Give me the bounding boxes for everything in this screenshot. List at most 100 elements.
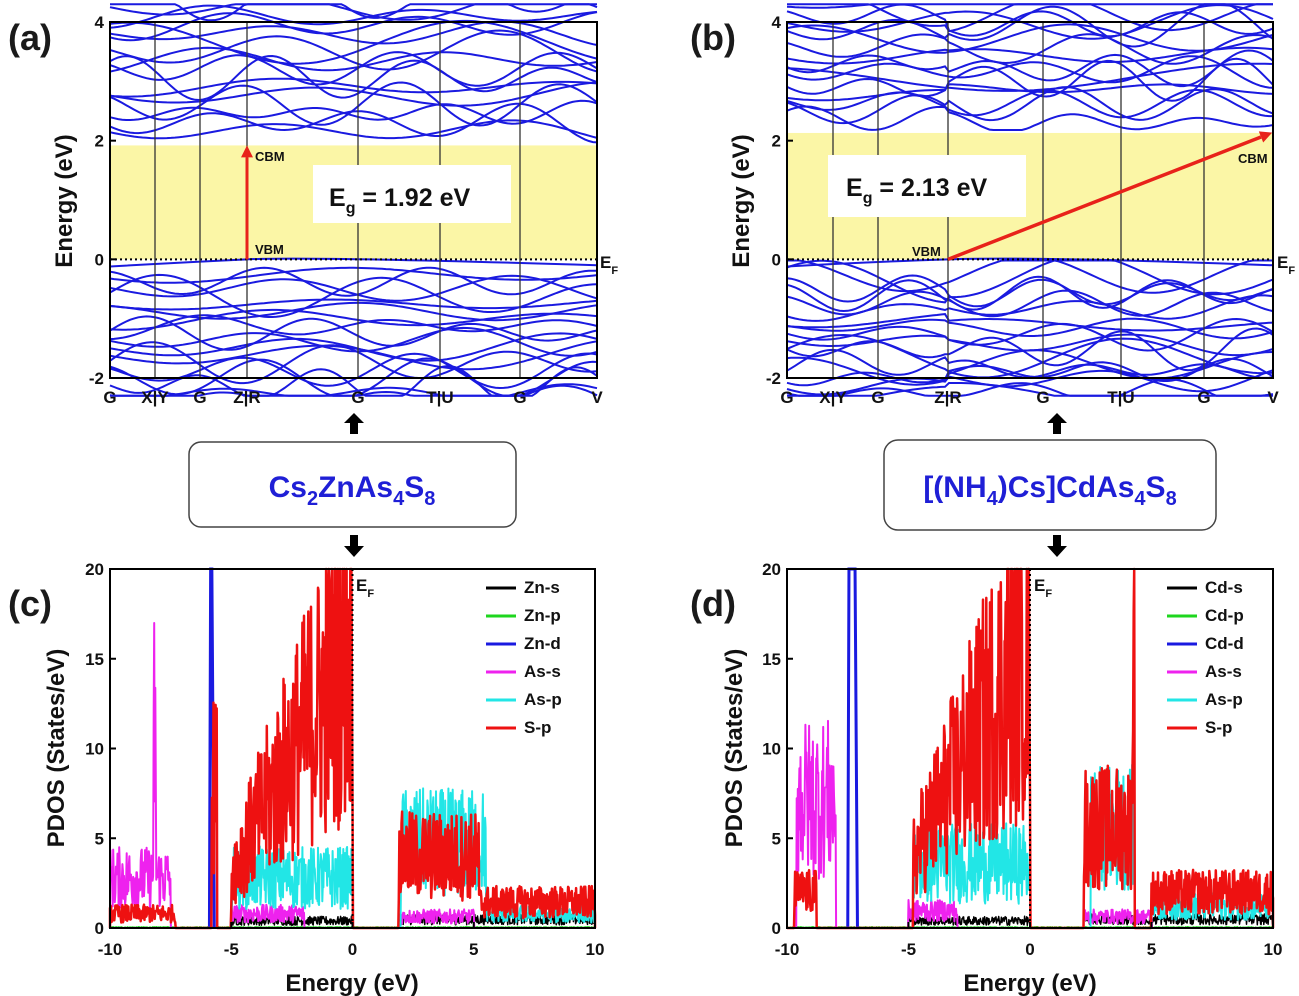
band-line <box>786 317 1274 340</box>
gap-symbol-sub-b: g <box>863 190 873 207</box>
up-arrow-b <box>1047 413 1067 434</box>
band-line <box>786 378 1273 397</box>
x-tick-label: -10 <box>98 940 123 959</box>
band-line <box>109 4 598 29</box>
legend-c: Zn-s Zn-p Zn-d As-s As-p S-p <box>486 578 562 737</box>
legend-label: As-s <box>524 662 561 681</box>
gap-value-box-b <box>828 155 1026 217</box>
fermi-label-d: EF <box>1034 576 1052 600</box>
cbm-label-a: CBM <box>255 149 285 164</box>
legend-label: S-p <box>524 718 551 737</box>
gap-arrow-head-a <box>241 145 253 158</box>
fermi-sub-d: F <box>1045 588 1052 600</box>
compound-box-b <box>883 439 1217 531</box>
legend-label: As-p <box>524 690 562 709</box>
y-tick-label: 5 <box>95 829 104 848</box>
band-line <box>786 333 1274 379</box>
y-tick-label: 0 <box>772 919 781 938</box>
x-tick-label: -5 <box>224 940 239 959</box>
legend-label: Cd-d <box>1205 634 1244 653</box>
band-line <box>109 352 598 390</box>
gap-value-a: Eg = 1.92 eV <box>329 184 470 217</box>
k-point-label: T|U <box>1107 388 1134 407</box>
x-tick-label: 5 <box>469 940 478 959</box>
y-tick-label: 10 <box>762 740 781 759</box>
band-line <box>109 99 598 125</box>
y-tick-label: 0 <box>95 919 104 938</box>
band-line <box>109 298 598 311</box>
y-tick-label: 15 <box>85 650 104 669</box>
band-line <box>786 23 1274 54</box>
y-ticks-b: -2 0 2 4 <box>766 13 793 388</box>
vbm-band <box>109 257 598 268</box>
band-line <box>109 274 598 302</box>
k-point-label: G <box>513 388 526 407</box>
gap-value-b: Eg = 2.13 eV <box>846 174 987 207</box>
k-point-label: X|Y <box>819 388 847 407</box>
fermi-label-b: EF <box>1277 253 1295 277</box>
x-tick-label: 10 <box>1264 940 1283 959</box>
axes-ticks-c: 0 5 10 15 20 -10 -5 0 5 10 <box>85 560 604 959</box>
y-tick-label: 0 <box>772 250 781 269</box>
k-point-label: X|Y <box>141 388 169 407</box>
formula-part: 8 <box>1166 488 1177 510</box>
k-point-label: V <box>1267 388 1279 407</box>
k-point-label: G <box>103 388 116 407</box>
k-point-label: Z|R <box>233 388 260 407</box>
legend-label: S-p <box>1205 718 1232 737</box>
fermi-label-c: EF <box>356 576 374 600</box>
y-axis-title-c: PDOS (States/eV) <box>43 649 70 848</box>
fermi-sub-a: F <box>611 265 618 277</box>
compound-a-group: Cs2ZnAs4S8 <box>188 413 517 557</box>
legend-label: As-s <box>1205 662 1242 681</box>
band-lines-b <box>786 3 1274 397</box>
y-tick-label: 5 <box>772 829 781 848</box>
legend-label: Zn-p <box>524 606 561 625</box>
band-line <box>786 3 1273 9</box>
fermi-symbol-a: E <box>600 253 611 272</box>
band-line <box>787 382 1274 397</box>
y-tick-label: 15 <box>762 650 781 669</box>
pdos-panel-c: (c) 0 5 10 15 20 -10 -5 0 5 10 Energy (eV) PDOS (… <box>8 560 604 996</box>
y-tick-label: -2 <box>766 369 781 388</box>
band-line <box>109 102 598 144</box>
band-line <box>109 315 598 351</box>
k-point-label: G <box>351 388 364 407</box>
y-ticks-a: -2 0 2 4 <box>89 13 116 388</box>
band-line <box>109 19 598 65</box>
x-tick-label: 0 <box>1025 940 1034 959</box>
band-line <box>786 357 1274 387</box>
band-line <box>109 29 598 73</box>
band-line <box>786 88 1273 119</box>
band-structure-panel-a: (a) -2 0 2 4 G X|Y G Z|R G T|U G V Energy (eV) CBM… <box>8 3 618 407</box>
x-tick-label: 10 <box>586 940 605 959</box>
band-line <box>786 333 1274 357</box>
y-tick-label: 10 <box>85 740 104 759</box>
formula-part: S <box>1146 471 1166 504</box>
band-line <box>110 384 598 397</box>
band-line <box>786 313 1274 332</box>
plot-frame-b <box>786 21 1274 379</box>
x-tick-label: -10 <box>775 940 800 959</box>
k-point-label: V <box>591 388 603 407</box>
band-line <box>787 259 1273 294</box>
vbm-label-a: VBM <box>255 242 284 257</box>
formula-part: ZnAs <box>318 471 393 504</box>
band-line <box>786 55 1274 89</box>
cbm-label-b: CBM <box>1238 151 1268 166</box>
compound-box-a <box>188 441 517 528</box>
pdos-curve <box>846 567 859 929</box>
formula-part: 4 <box>987 488 999 510</box>
x-tick-label: 5 <box>1147 940 1156 959</box>
formula-part: [(NH <box>923 471 986 504</box>
band-line <box>109 341 598 385</box>
panel-label-c: (c) <box>8 583 52 624</box>
k-labels-a: G X|Y G Z|R G T|U G V <box>103 388 603 407</box>
band-line <box>786 62 1274 92</box>
legend-label: Cd-s <box>1205 578 1243 597</box>
panel-label-d: (d) <box>690 583 736 624</box>
gap-symbol-a: E <box>329 184 346 212</box>
band-line <box>786 46 1274 65</box>
band-line <box>786 275 1274 313</box>
